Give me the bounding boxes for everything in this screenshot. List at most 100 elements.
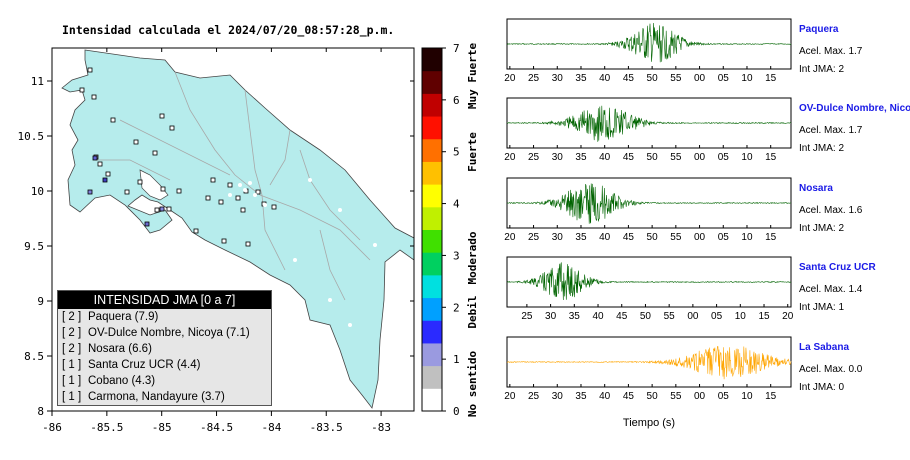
nicoya-gulf-water bbox=[139, 169, 169, 201]
map-x-axis: -86 -85.5 -85 -84.5 -84 -83.5 -83 bbox=[42, 48, 391, 434]
waveform-panel: 20 25 30 35 40 45 50 55 00 05 10 15 bbox=[504, 177, 792, 243]
colorbar-tick-label: 5 bbox=[453, 146, 460, 159]
colorbar-segment bbox=[422, 138, 442, 162]
colorbar-segment bbox=[422, 252, 442, 276]
colorbar-tick-label: 1 bbox=[453, 353, 460, 366]
station-name: Nosara bbox=[799, 183, 833, 194]
station-max-accel: Acel. Max. 1.4 bbox=[799, 284, 863, 295]
waveform-x-tick-label: 15 bbox=[765, 152, 777, 163]
legend-item: [ 2 ] OV-Dulce Nombre, Nicoya (7.1) bbox=[58, 325, 271, 341]
map-y-tick-label: 10 bbox=[31, 185, 44, 198]
legend-item: [ 1 ] Santa Cruz UCR (4.4) bbox=[58, 357, 271, 373]
waveform-x-tick-label: 20 bbox=[782, 311, 794, 322]
colorbar-segment bbox=[422, 206, 442, 230]
map-x-tick-label: -84.5 bbox=[200, 421, 233, 434]
colorbar-segment bbox=[422, 365, 442, 389]
waveform-panels: 20 25 30 35 40 45 50 55 00 05 10 15 20 25 30 35 40 45 50 55… bbox=[504, 18, 794, 429]
legend-item-name: Paquera (7.9) bbox=[88, 311, 159, 323]
waveform-x-tick-label: 20 bbox=[504, 73, 516, 84]
waveform-x-tick-label: 10 bbox=[741, 391, 753, 402]
waveform-x-tick-label: 25 bbox=[528, 152, 540, 163]
legend-item-name: Nosara (6.6) bbox=[88, 343, 152, 355]
waveform-trace bbox=[506, 105, 792, 142]
waveform-x-tick-label: 50 bbox=[647, 232, 659, 243]
map-x-tick-label: -83.5 bbox=[310, 421, 343, 434]
waveform-trace bbox=[506, 183, 792, 224]
colorbar-tick-label: 3 bbox=[453, 249, 460, 262]
waveform-x-tick-label: 55 bbox=[670, 391, 682, 402]
waveform-x-tick-label: 35 bbox=[575, 232, 587, 243]
waveform-x-tick-label: 10 bbox=[735, 311, 747, 322]
station-name: OV-Dulce Nombre, Nicoya bbox=[799, 103, 910, 114]
legend-item-name: Carmona, Nandayure (3.7) bbox=[88, 391, 225, 403]
waveform-x-tick-label: 05 bbox=[718, 73, 730, 84]
map-y-tick-label: 10.5 bbox=[18, 130, 45, 143]
waveform-x-tick-label: 25 bbox=[528, 391, 540, 402]
map-x-tick-label: -83 bbox=[371, 421, 391, 434]
colorbar-segment bbox=[422, 161, 442, 185]
map-y-tick-label: 11 bbox=[31, 75, 44, 88]
map-y-axis: 11 10.5 10 9.5 9 8.5 8 bbox=[18, 75, 414, 418]
waveform-panel: 20 25 30 35 40 45 50 55 00 05 10 15 bbox=[504, 18, 792, 84]
legend-item: [ 2 ] Nosara (6.6) bbox=[58, 341, 271, 357]
legend-title: INTENSIDAD JMA [0 a 7] bbox=[58, 291, 271, 309]
waveform-x-tick-label: 00 bbox=[694, 232, 706, 243]
waveform-panel: 20 25 30 35 40 45 50 55 00 05 10 15 bbox=[504, 97, 792, 163]
waveform-trace bbox=[506, 345, 792, 380]
colorbar-segment bbox=[422, 388, 442, 412]
colorbar-segment bbox=[422, 184, 442, 208]
province-borders bbox=[95, 71, 371, 301]
station-max-accel: Acel. Max. 0.0 bbox=[799, 364, 863, 375]
map-y-tick-label: 9 bbox=[37, 295, 44, 308]
colorbar-tick-label: 2 bbox=[453, 301, 460, 314]
waveform-x-tick-label: 25 bbox=[528, 232, 540, 243]
waveform-x-tick-label: 40 bbox=[599, 152, 611, 163]
colorbar-segment bbox=[422, 70, 442, 94]
colorbar-segment bbox=[422, 297, 442, 321]
legend-item-level: [ 1 ] bbox=[62, 359, 82, 371]
map-x-tick-label: -84 bbox=[261, 421, 281, 434]
waveform-x-tick-label: 00 bbox=[694, 73, 706, 84]
colorbar-category-label: No sentido bbox=[466, 351, 479, 418]
colorbar-tick-label: 0 bbox=[453, 405, 460, 418]
waveform-x-tick-label: 50 bbox=[647, 73, 659, 84]
waveform-x-tick-label: 20 bbox=[504, 391, 516, 402]
station-max-accel: Acel. Max. 1.7 bbox=[799, 125, 863, 136]
waveform-panel: 20 25 30 35 40 45 50 55 00 05 10 15 bbox=[504, 336, 792, 402]
waveform-x-tick-label: 55 bbox=[664, 311, 676, 322]
legend-item-name: Santa Cruz UCR (4.4) bbox=[88, 359, 201, 371]
map-y-tick-label: 9.5 bbox=[24, 240, 44, 253]
waveform-x-tick-label: 05 bbox=[711, 311, 723, 322]
costa-rica-landmass bbox=[61, 49, 414, 409]
station-jma-intensity: Int JMA: 2 bbox=[799, 223, 845, 234]
colorbar-tick-label: 4 bbox=[453, 198, 460, 211]
waveform-x-tick-label: 20 bbox=[504, 152, 516, 163]
waveform-x-tick-label: 00 bbox=[687, 311, 699, 322]
colorbar-segment bbox=[422, 229, 442, 253]
waveform-x-tick-label: 20 bbox=[504, 232, 516, 243]
colorbar-segment bbox=[422, 274, 442, 299]
map-x-tick-label: -85 bbox=[152, 421, 172, 434]
map-x-tick-label: -86 bbox=[42, 421, 62, 434]
waveform-panel: 25 30 35 40 45 50 55 00 05 10 15 20 bbox=[506, 256, 794, 322]
waveform-x-tick-label: 25 bbox=[528, 73, 540, 84]
waveform-x-tick-label: 55 bbox=[670, 73, 682, 84]
waveform-x-tick-label: 50 bbox=[647, 391, 659, 402]
station-name: Santa Cruz UCR bbox=[799, 262, 876, 273]
waveform-x-tick-label: 35 bbox=[575, 391, 587, 402]
colorbar-category-label: Moderado bbox=[466, 231, 479, 284]
waveform-x-tick-label: 35 bbox=[575, 152, 587, 163]
waveform-x-tick-label: 50 bbox=[647, 152, 659, 163]
station-name: La Sabana bbox=[799, 342, 850, 353]
waveform-x-tick-label: 45 bbox=[623, 152, 635, 163]
waveform-x-tick-label: 05 bbox=[718, 232, 730, 243]
map-x-tick-label: -85.5 bbox=[90, 421, 123, 434]
waveform-x-tick-label: 40 bbox=[599, 391, 611, 402]
waveform-x-tick-label: 30 bbox=[552, 232, 564, 243]
legend-item: [ 2 ] Paquera (7.9) bbox=[58, 309, 271, 325]
station-markers-high bbox=[87, 155, 165, 227]
waveform-x-tick-label: 00 bbox=[694, 391, 706, 402]
waveform-x-tick-label: 05 bbox=[718, 391, 730, 402]
waveform-x-axis-label: Tiempo (s) bbox=[623, 417, 675, 429]
legend-item: [ 1 ] Carmona, Nandayure (3.7) bbox=[58, 389, 271, 405]
